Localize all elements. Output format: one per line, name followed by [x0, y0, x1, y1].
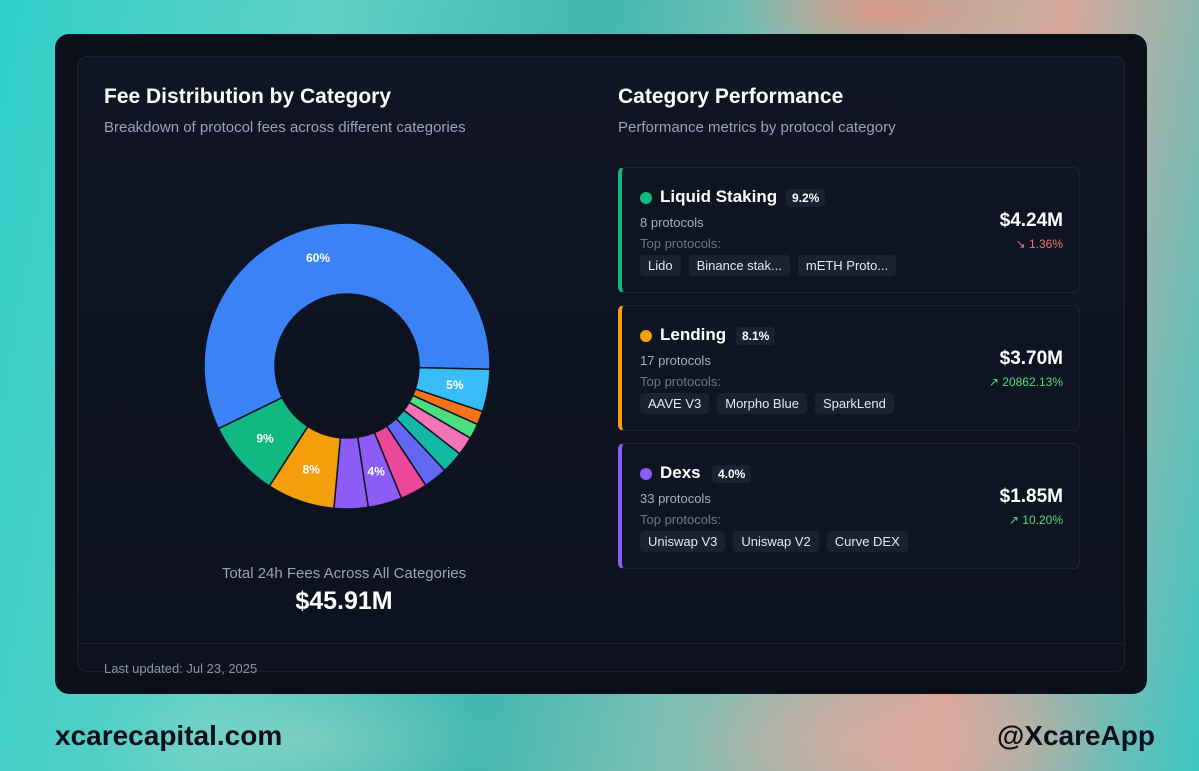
protocol-count: 8 protocols [640, 215, 704, 230]
dashboard-card: Fee Distribution by Category Breakdown o… [55, 34, 1147, 694]
protocol-tag[interactable]: Binance stak... [688, 255, 790, 276]
category-card-lending[interactable]: Lending 8.1% 17 protocols Top protocols:… [618, 305, 1080, 431]
protocol-tags: Uniswap V3 Uniswap V2 Curve DEX [640, 531, 908, 552]
category-color-dot [640, 192, 652, 204]
protocol-tag[interactable]: SparkLend [814, 393, 894, 414]
category-name: Liquid Staking [660, 187, 778, 206]
fee-distribution-title: Fee Distribution by Category [104, 85, 392, 108]
trend-up-icon: ↗ [1008, 513, 1019, 527]
protocol-tag[interactable]: Uniswap V2 [733, 531, 819, 552]
protocol-count: 17 protocols [640, 353, 711, 368]
dashboard-panel: Fee Distribution by Category Breakdown o… [77, 56, 1126, 676]
fee-change-value: 20862.13% [1002, 375, 1063, 389]
category-performance-subtitle: Performance metrics by protocol category [618, 119, 896, 136]
category-color-dot [640, 468, 652, 480]
fee-change: ↗ 20862.13% [989, 375, 1063, 389]
donut-slice[interactable] [217, 396, 309, 488]
total-fees-label: Total 24h Fees Across All Categories [221, 565, 467, 582]
category-name: Lending [660, 325, 727, 344]
protocol-tag[interactable]: AAVE V3 [640, 393, 710, 414]
fee-amount: $1.85M [999, 486, 1063, 507]
category-performance-title: Category Performance [618, 85, 844, 108]
fee-change: ↘ 1.36% [1016, 237, 1063, 251]
footer-divider [78, 643, 1126, 644]
site-url[interactable]: xcarecapital.com [55, 720, 283, 751]
protocol-tag[interactable]: Uniswap V3 [640, 531, 726, 552]
donut-slice-label: 5% [446, 378, 464, 392]
category-name: Dexs [660, 463, 701, 482]
category-percent-badge: 8.1% [736, 327, 776, 345]
total-fees-value: $45.91M [295, 587, 393, 615]
category-color-dot [640, 330, 652, 342]
trend-down-icon: ↘ [1015, 237, 1026, 251]
donut-slice-label: 4% [368, 465, 386, 479]
fee-donut-chart: 60% 5% 4% 8% 9% [203, 222, 491, 510]
fee-change-value: 10.20% [1022, 513, 1063, 527]
social-handle[interactable]: @XcareApp [996, 720, 1155, 751]
category-card-liquid-staking[interactable]: Liquid Staking 9.2% 8 protocols Top prot… [618, 167, 1080, 293]
category-percent-badge: 4.0% [712, 465, 752, 483]
protocol-tags: AAVE V3 Morpho Blue SparkLend [640, 393, 894, 414]
top-protocols-label: Top protocols: [640, 512, 721, 527]
protocol-tag[interactable]: Curve DEX [826, 531, 908, 552]
fee-amount: $4.24M [999, 210, 1063, 231]
protocol-tags: Lido Binance stak... mETH Proto... [640, 255, 897, 276]
donut-slice-label: 60% [306, 251, 330, 265]
protocol-tag[interactable]: Lido [640, 255, 681, 276]
protocol-tag[interactable]: Morpho Blue [717, 393, 807, 414]
fee-distribution-subtitle: Breakdown of protocol fees across differ… [104, 119, 466, 136]
donut-slice[interactable] [203, 222, 491, 430]
top-protocols-label: Top protocols: [640, 236, 721, 251]
fee-change: ↗ 10.20% [1009, 513, 1063, 527]
category-percent-badge: 9.2% [786, 189, 826, 207]
donut-slice-label: 8% [303, 462, 321, 476]
fee-amount: $3.70M [999, 348, 1063, 369]
last-updated: Last updated: Jul 23, 2025 [104, 661, 258, 676]
protocol-count: 33 protocols [640, 491, 711, 506]
donut-slice-label: 9% [256, 432, 274, 446]
category-card-dexs[interactable]: Dexs 4.0% 33 protocols Top protocols: Un… [618, 443, 1080, 569]
fee-change-value: 1.36% [1028, 237, 1063, 251]
protocol-tag[interactable]: mETH Proto... [797, 255, 897, 276]
top-protocols-label: Top protocols: [640, 374, 721, 389]
trend-up-icon: ↗ [988, 375, 999, 389]
